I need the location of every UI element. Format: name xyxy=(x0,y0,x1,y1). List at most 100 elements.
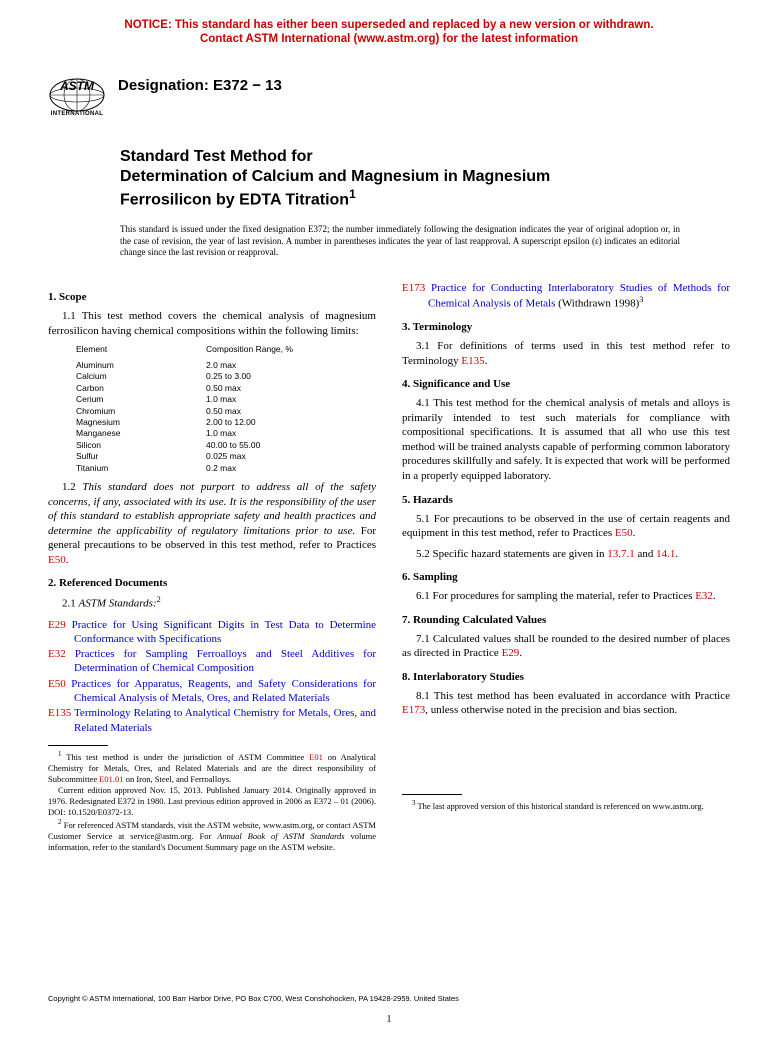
ref-item: E29 Practice for Using Significant Digit… xyxy=(48,618,376,647)
th-range: Composition Range, % xyxy=(206,344,293,355)
terminology-head: 3. Terminology xyxy=(402,321,730,333)
cell-element: Titanium xyxy=(76,463,206,474)
cell-element: Chromium xyxy=(76,406,206,417)
ref-item: E32 Practices for Sampling Ferroalloys a… xyxy=(48,647,376,676)
e173-fn3: 3 xyxy=(639,295,643,304)
hazards-p2: 5.2 Specific hazard statements are given… xyxy=(402,547,730,562)
title-line2: Determination of Calcium and Magnesium i… xyxy=(120,168,550,185)
footnote-rule-left xyxy=(48,745,108,746)
table-row: Cerium1.0 max xyxy=(76,394,376,405)
ref-title[interactable]: Practices for Sampling Ferroalloys and S… xyxy=(74,648,376,674)
table-row: Calcium0.25 to 3.00 xyxy=(76,371,376,382)
cell-range: 0.2 max xyxy=(206,463,236,474)
table-row: Chromium0.50 max xyxy=(76,406,376,417)
link-e01[interactable]: E01 xyxy=(309,752,323,762)
hazards-head: 5. Hazards xyxy=(402,494,730,506)
sampling-head: 6. Sampling xyxy=(402,571,730,583)
title-line3: Ferrosilicon by EDTA Titration xyxy=(120,191,349,208)
link-e32[interactable]: E32 xyxy=(695,590,713,602)
footnote-rule-right xyxy=(402,794,462,795)
issuance-note: This standard is issued under the fixed … xyxy=(120,224,680,259)
scope-p1: 1.1 This test method covers the chemical… xyxy=(48,309,376,338)
ref-title[interactable]: Practices for Apparatus, Reagents, and S… xyxy=(71,678,376,704)
notice-line1: NOTICE: This standard has either been su… xyxy=(124,19,653,31)
ref-code[interactable]: E135 xyxy=(48,707,71,719)
notice-line2: Contact ASTM International (www.astm.org… xyxy=(200,33,578,45)
ref-code[interactable]: E50 xyxy=(48,678,66,690)
cell-range: 2.00 to 12.00 xyxy=(206,417,256,428)
ref-e173: E173 Practice for Conducting Interlabora… xyxy=(402,281,730,311)
interlab-p1: 8.1 This test method has been evaluated … xyxy=(402,689,730,718)
refdocs-head: 2. Referenced Documents xyxy=(48,577,376,589)
interlab-head: 8. Interlaboratory Studies xyxy=(402,671,730,683)
table-row: Aluminum2.0 max xyxy=(76,360,376,371)
significance-head: 4. Significance and Use xyxy=(402,378,730,390)
ref-code[interactable]: E32 xyxy=(48,648,66,660)
link-e29[interactable]: E29 xyxy=(502,647,520,659)
link-e173[interactable]: E173 xyxy=(402,282,425,294)
significance-p1: 4.1 This test method for the chemical an… xyxy=(402,396,730,483)
cell-element: Calcium xyxy=(76,371,206,382)
cell-range: 0.25 to 3.00 xyxy=(206,371,251,382)
designation: Designation: E372 − 13 xyxy=(118,77,282,94)
svg-text:ASTM: ASTM xyxy=(59,79,95,93)
astm-logo-icon: ASTM xyxy=(48,71,106,113)
title-line1: Standard Test Method for xyxy=(120,148,313,165)
cell-range: 40.00 to 55.00 xyxy=(206,440,260,451)
cell-range: 0.50 max xyxy=(206,383,241,394)
table-row: Manganese1.0 max xyxy=(76,428,376,439)
table-row: Magnesium2.00 to 12.00 xyxy=(76,417,376,428)
table-row: Carbon0.50 max xyxy=(76,383,376,394)
refdocs-fn2: 2 xyxy=(157,595,161,604)
link-e135[interactable]: E135 xyxy=(461,355,484,367)
sampling-p1: 6.1 For procedures for sampling the mate… xyxy=(402,589,730,604)
cell-range: 1.0 max xyxy=(206,394,236,405)
cell-range: 0.50 max xyxy=(206,406,241,417)
cell-range: 0.025 max xyxy=(206,451,246,462)
ref-item: E135 Terminology Relating to Analytical … xyxy=(48,706,376,735)
rounding-head: 7. Rounding Calculated Values xyxy=(402,614,730,626)
link-e173-b[interactable]: E173 xyxy=(402,704,425,716)
document-header: ASTM INTERNATIONAL Designation: E372 − 1… xyxy=(48,65,730,123)
right-column: E173 Practice for Conducting Interlabora… xyxy=(402,281,730,853)
link-141[interactable]: 14.1 xyxy=(656,548,675,560)
footnote-2: 2 For referenced ASTM standards, visit t… xyxy=(48,818,376,853)
supersession-notice: NOTICE: This standard has either been su… xyxy=(48,18,730,47)
title-block: Standard Test Method for Determination o… xyxy=(120,147,730,210)
cell-element: Cerium xyxy=(76,394,206,405)
scope-head: 1. Scope xyxy=(48,291,376,303)
terminology-p1: 3.1 For definitions of terms used in thi… xyxy=(402,339,730,368)
copyright-line: Copyright © ASTM International, 100 Barr… xyxy=(48,994,730,1003)
logo-subtext: INTERNATIONAL xyxy=(51,111,103,117)
hazards-p1: 5.1 For precautions to be observed in th… xyxy=(402,512,730,541)
footnote-3: 3 The last approved version of this hist… xyxy=(402,799,730,812)
title-footnote-1: 1 xyxy=(349,187,356,201)
left-column: 1. Scope 1.1 This test method covers the… xyxy=(48,281,376,853)
table-header: Element Composition Range, % xyxy=(76,344,376,355)
link-1371[interactable]: 13.7.1 xyxy=(607,548,635,560)
cell-range: 1.0 max xyxy=(206,428,236,439)
th-element: Element xyxy=(76,344,206,355)
cell-element: Silicon xyxy=(76,440,206,451)
astm-logo: ASTM INTERNATIONAL xyxy=(48,65,106,123)
ref-item: E50 Practices for Apparatus, Reagents, a… xyxy=(48,677,376,706)
cell-element: Aluminum xyxy=(76,360,206,371)
ref-title[interactable]: Terminology Relating to Analytical Chemi… xyxy=(74,707,376,733)
cell-range: 2.0 max xyxy=(206,360,236,371)
page-number: 1 xyxy=(0,1014,778,1025)
ref-title[interactable]: Practice for Using Significant Digits in… xyxy=(72,619,376,645)
table-row: Sulfur0.025 max xyxy=(76,451,376,462)
two-column-body: 1. Scope 1.1 This test method covers the… xyxy=(48,281,730,853)
footnote-1b: Current edition approved Nov. 15, 2013. … xyxy=(48,785,376,818)
cell-element: Carbon xyxy=(76,383,206,394)
ref-code[interactable]: E29 xyxy=(48,619,66,631)
link-e50-b[interactable]: E50 xyxy=(615,527,633,539)
table-row: Silicon40.00 to 55.00 xyxy=(76,440,376,451)
refdocs-intro: 2.1 ASTM Standards:2 xyxy=(48,595,376,611)
link-e50[interactable]: E50 xyxy=(48,554,66,566)
composition-table: Element Composition Range, % Aluminum2.0… xyxy=(76,344,376,474)
cell-element: Manganese xyxy=(76,428,206,439)
link-e01-01[interactable]: E01.01 xyxy=(99,774,123,784)
rounding-p1: 7.1 Calculated values shall be rounded t… xyxy=(402,632,730,661)
scope-p2: 1.2 This standard does not purport to ad… xyxy=(48,480,376,567)
